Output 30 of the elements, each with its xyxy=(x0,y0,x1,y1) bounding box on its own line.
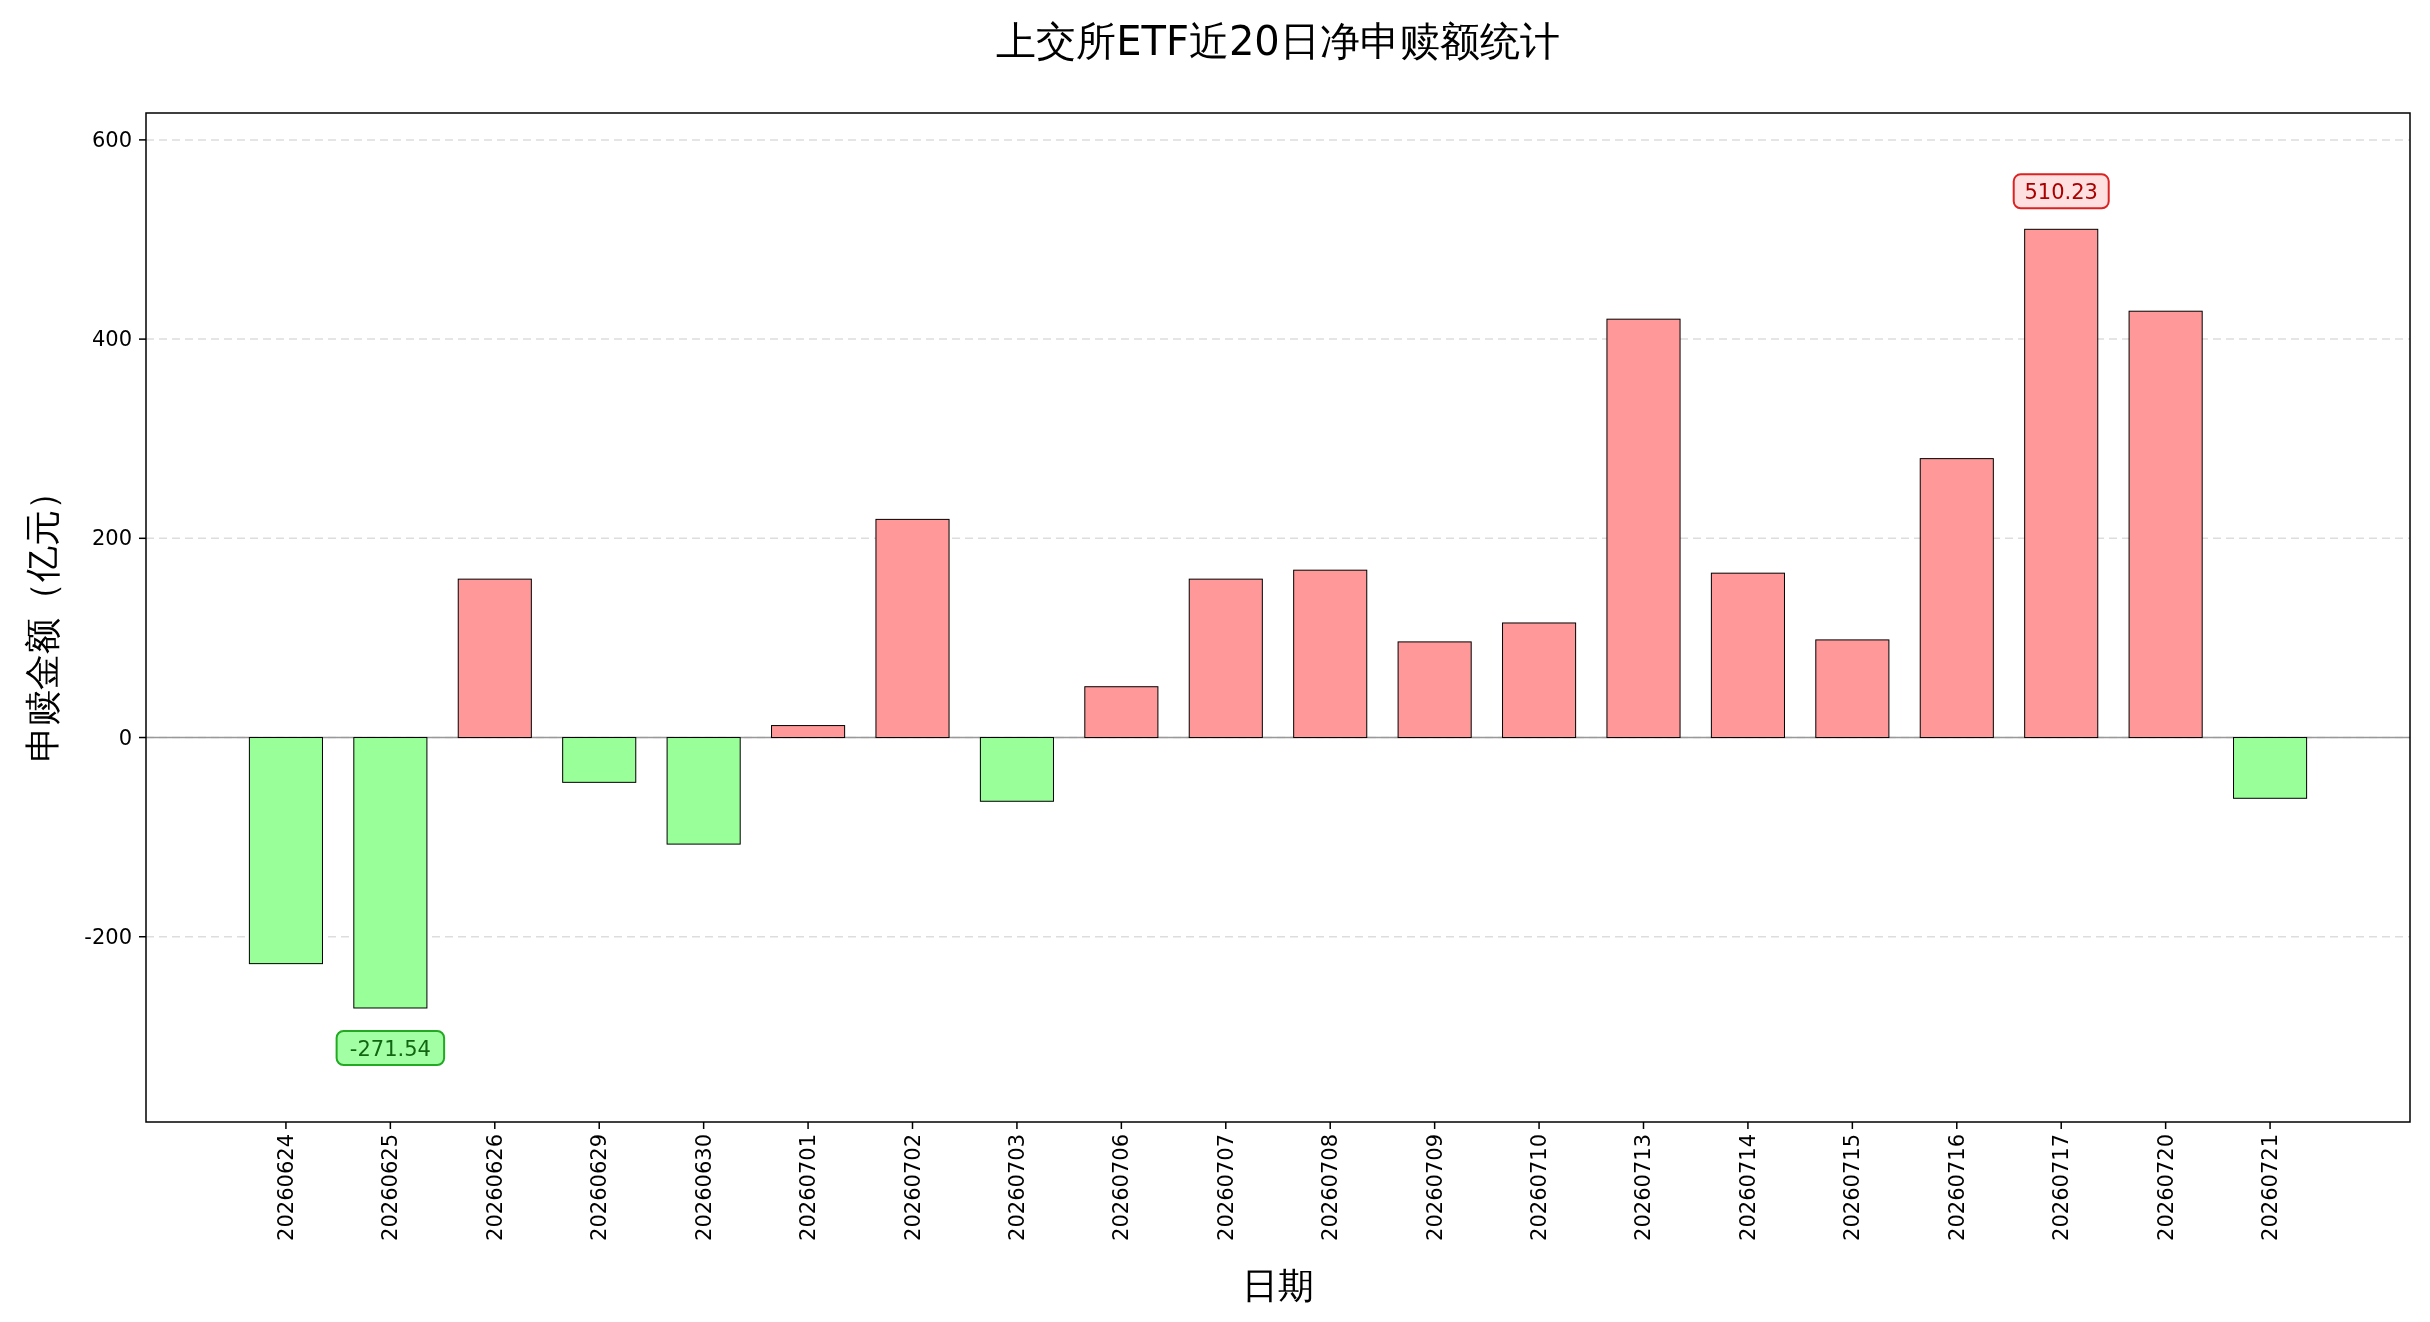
x-tick-label: 20260630 xyxy=(691,1134,716,1241)
x-tick-label: 20260707 xyxy=(1213,1134,1238,1241)
data-label: -271.54 xyxy=(349,1036,431,1061)
x-tick-label: 20260713 xyxy=(1631,1134,1656,1241)
x-tick-label: 20260624 xyxy=(273,1134,298,1241)
y-tick-label: 400 xyxy=(91,327,132,352)
x-tick-label: 20260703 xyxy=(1004,1134,1029,1241)
x-tick-label: 20260717 xyxy=(2049,1134,2074,1241)
y-axis-title: 申赎金额（亿元） xyxy=(22,473,63,762)
data-label: 510.23 xyxy=(2024,180,2098,205)
x-tick-label: 20260709 xyxy=(1422,1134,1447,1241)
y-tick-label: -200 xyxy=(84,924,132,949)
x-tick-label: 20260702 xyxy=(900,1134,925,1241)
x-tick-label: 20260701 xyxy=(796,1134,821,1241)
y-tick-label: 600 xyxy=(91,127,132,152)
x-tick-label: 20260706 xyxy=(1109,1134,1134,1241)
y-tick-label: 0 xyxy=(118,725,132,750)
x-tick-label: 20260626 xyxy=(482,1134,507,1241)
x-tick-label: 20260714 xyxy=(1735,1134,1760,1241)
x-tick-label: 20260716 xyxy=(1944,1134,1969,1241)
x-tick-label: 20260721 xyxy=(2258,1134,2283,1241)
x-tick-label: 20260625 xyxy=(378,1134,403,1241)
chart-title: 上交所ETF近20日净申赎额统计 xyxy=(996,18,1560,64)
x-tick-label: 20260720 xyxy=(2153,1134,2178,1241)
x-tick-label: 20260708 xyxy=(1318,1134,1343,1241)
x-tick-label: 20260629 xyxy=(587,1134,612,1241)
x-axis-title: 日期 xyxy=(1242,1265,1314,1306)
x-tick-label: 20260715 xyxy=(1840,1134,1865,1241)
y-tick-label: 200 xyxy=(91,526,132,551)
x-tick-label: 20260710 xyxy=(1527,1134,1552,1241)
